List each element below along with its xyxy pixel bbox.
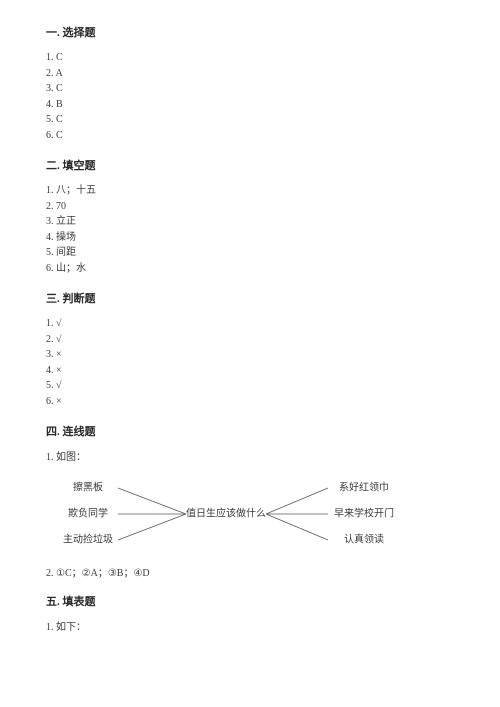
svg-text:值日生应该做什么: 值日生应该做什么 (186, 506, 266, 519)
fill-answer: 2. 70 (46, 199, 454, 215)
choice-answer: 2. A (46, 66, 454, 82)
table-q1-label: 1. 如下： (46, 619, 454, 636)
judge-answer: 5. √ (46, 378, 454, 394)
section-title-table: 五. 填表题 (46, 593, 454, 609)
fill-answer: 4. 操场 (46, 230, 454, 246)
judge-answer: 2. √ (46, 332, 454, 348)
choice-answer: 1. C (46, 50, 454, 66)
choice-answer: 5. C (46, 112, 454, 128)
document-page: 一. 选择题 1. C 2. A 3. C 4. B 5. C 6. C 二. … (0, 0, 500, 656)
svg-text:认真领读: 认真领读 (344, 532, 384, 545)
choice-answer: 3. C (46, 81, 454, 97)
match-q2-label: 2. ①C；②A；③B；④D (46, 564, 454, 579)
judge-answer: 4. × (46, 363, 454, 379)
fill-answer: 3. 立正 (46, 214, 454, 230)
judge-answer: 3. × (46, 347, 454, 363)
fill-answer: 6. 山；水 (46, 261, 454, 277)
section-title-choice: 一. 选择题 (46, 24, 454, 40)
choice-answer: 4. B (46, 97, 454, 113)
section-title-match: 四. 连线题 (46, 423, 454, 439)
judge-answer: 1. √ (46, 316, 454, 332)
fill-answer: 5. 间距 (46, 245, 454, 261)
section-title-judge: 三. 判断题 (46, 290, 454, 306)
svg-text:早来学校开门: 早来学校开门 (334, 506, 394, 519)
match-diagram: 值日生应该做什么 擦黑板欺负同学主动捡垃圾 系好红领巾早来学校开门认真领读 (46, 474, 454, 554)
choice-answer: 6. C (46, 128, 454, 144)
svg-text:欺负同学: 欺负同学 (68, 506, 108, 519)
match-diagram-svg: 值日生应该做什么 擦黑板欺负同学主动捡垃圾 系好红领巾早来学校开门认真领读 (46, 474, 406, 554)
fill-answer: 1. 八；十五 (46, 183, 454, 199)
svg-text:主动捡垃圾: 主动捡垃圾 (63, 532, 113, 545)
match-q1-label: 1. 如图： (46, 449, 454, 466)
svg-text:擦黑板: 擦黑板 (73, 480, 103, 493)
judge-answer: 6. × (46, 394, 454, 410)
svg-text:系好红领巾: 系好红领巾 (339, 480, 389, 493)
section-title-fill: 二. 填空题 (46, 157, 454, 173)
